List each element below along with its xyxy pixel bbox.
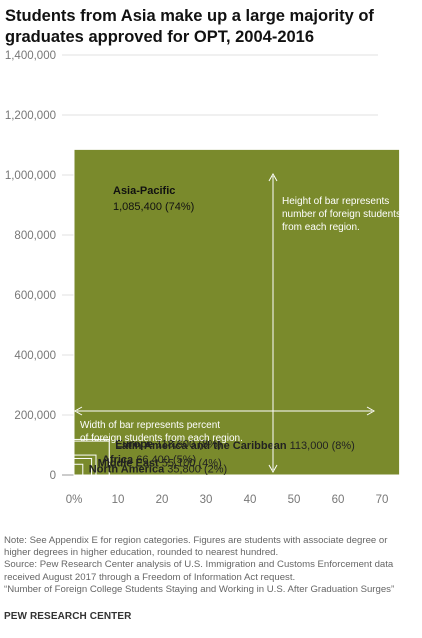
- bar-label-category: Europe: [115, 438, 153, 450]
- source-line-2: received August 2017 through a Freedom o…: [4, 571, 296, 583]
- width-annotation-line: of foreign students from each region.: [80, 433, 243, 444]
- x-tick-label: 60: [332, 494, 345, 506]
- bar-label-category: Asia-Pacific: [113, 185, 175, 197]
- bar-label: Europe 118,600 (8%): [115, 438, 221, 450]
- height-annotation-line: Height of bar represents: [282, 196, 389, 207]
- chart-notes: Note: See Appendix E for region categori…: [4, 535, 420, 596]
- report-title: “Number of Foreign College Students Stay…: [4, 583, 395, 595]
- bar-label: North America 35,800 (2%): [89, 463, 227, 475]
- bar-label: Latin America and the Caribbean 113,000 …: [115, 440, 355, 452]
- y-tick-label: 200,000: [14, 410, 56, 422]
- x-tick-label: 70: [376, 494, 389, 506]
- bar-asia-pacific: [73, 148, 401, 476]
- width-annotation-line: Width of bar represents percent: [80, 420, 220, 431]
- y-tick-label: 1,400,000: [5, 50, 56, 62]
- chart-title: Students from Asia make up a large major…: [5, 6, 415, 48]
- width-arrow-head-left: [73, 406, 83, 416]
- x-tick-label: 40: [244, 494, 257, 506]
- chart-title-line-1: Students from Asia make up a large major…: [5, 7, 374, 25]
- height-annotation-line: number of foreign students: [282, 209, 401, 220]
- width-arrow-head-right: [366, 406, 376, 416]
- bar-label: Africa 66,400 (5%): [102, 454, 196, 466]
- x-tick-label: 50: [288, 494, 301, 506]
- chart-title-line-2: graduates approved for OPT, 2004-2016: [5, 28, 315, 46]
- bar-label: Middle East 55,100 (4%): [98, 457, 222, 469]
- bar-label-category: Africa: [102, 454, 134, 466]
- y-tick-label: 800,000: [14, 230, 56, 242]
- x-tick-label: 30: [200, 494, 213, 506]
- y-tick-label: 600,000: [14, 290, 56, 302]
- bar-label-category: North America: [89, 463, 165, 475]
- bars: [73, 148, 401, 476]
- bar-label-value: 1,085,400 (74%): [113, 201, 194, 213]
- x-tick-label: 0%: [66, 494, 83, 506]
- height-arrow-head-bottom: [268, 464, 278, 474]
- y-tick-label: 1,200,000: [5, 110, 56, 122]
- x-tick-label: 20: [156, 494, 169, 506]
- bar-label-value: 55,100 (4%): [159, 457, 222, 469]
- x-axis-tick-labels: 0% 10 20 30 40 50 60 70: [66, 494, 389, 506]
- bar-label-value: 35,800 (2%): [164, 463, 227, 475]
- bar-label-category: Middle East: [98, 457, 159, 469]
- note-line-2: higher degrees in higher education, roun…: [4, 547, 279, 559]
- source-line-1: Source: Pew Research Center analysis of …: [4, 559, 394, 571]
- bar-label-value: 118,600 (8%): [153, 438, 221, 450]
- y-axis-tick-labels: 0 200,000 400,000 600,000 800,000 1,000,000 1,…: [5, 50, 56, 482]
- bar-label-value: 66,400 (5%): [133, 454, 196, 466]
- bar-label-category: Latin America and the Caribbean: [115, 440, 287, 452]
- brand-label: PEW RESEARCH CENTER: [4, 611, 132, 622]
- annotations: Height of bar represents number of foreig…: [73, 172, 401, 474]
- y-tick-label: 1,000,000: [5, 170, 56, 182]
- opt-region-chart: 0 200,000 400,000 600,000 800,000 1,000,000 1,…: [5, 50, 401, 506]
- bar-labels: North America 35,800 (2%)Middle East 55,…: [89, 185, 355, 475]
- note-line-1: Note: See Appendix E for region categori…: [4, 535, 388, 546]
- height-annotation-line: from each region.: [282, 222, 360, 233]
- bar-north-america: [73, 463, 84, 476]
- y-tick-label: 400,000: [14, 350, 56, 362]
- height-arrow-head-top: [268, 172, 278, 182]
- bar-label-value: 113,000 (8%): [287, 440, 355, 452]
- y-tick-label: 0: [50, 470, 56, 482]
- x-tick-label: 10: [112, 494, 125, 506]
